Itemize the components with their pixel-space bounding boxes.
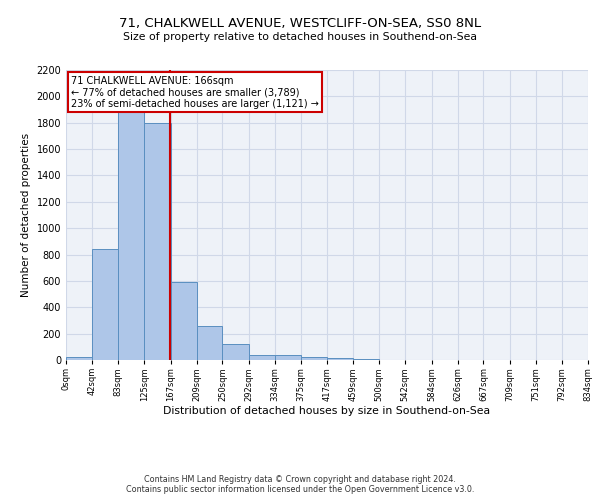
Text: Contains HM Land Registry data © Crown copyright and database right 2024.
Contai: Contains HM Land Registry data © Crown c… bbox=[126, 474, 474, 494]
Bar bbox=[118, 110, 144, 360]
Bar bbox=[66, 358, 92, 360]
Bar bbox=[327, 358, 353, 360]
X-axis label: Distribution of detached houses by size in Southend-on-Sea: Distribution of detached houses by size … bbox=[163, 406, 491, 416]
Bar bbox=[249, 354, 275, 360]
Bar bbox=[301, 356, 327, 360]
Bar bbox=[197, 326, 223, 360]
Text: 71, CHALKWELL AVENUE, WESTCLIFF-ON-SEA, SS0 8NL: 71, CHALKWELL AVENUE, WESTCLIFF-ON-SEA, … bbox=[119, 18, 481, 30]
Bar bbox=[275, 354, 301, 360]
Y-axis label: Number of detached properties: Number of detached properties bbox=[21, 133, 31, 297]
Bar bbox=[223, 344, 249, 360]
Bar bbox=[92, 250, 118, 360]
Text: Size of property relative to detached houses in Southend-on-Sea: Size of property relative to detached ho… bbox=[123, 32, 477, 42]
Text: 71 CHALKWELL AVENUE: 166sqm
← 77% of detached houses are smaller (3,789)
23% of : 71 CHALKWELL AVENUE: 166sqm ← 77% of det… bbox=[71, 76, 319, 109]
Bar bbox=[170, 282, 197, 360]
Bar bbox=[144, 122, 170, 360]
